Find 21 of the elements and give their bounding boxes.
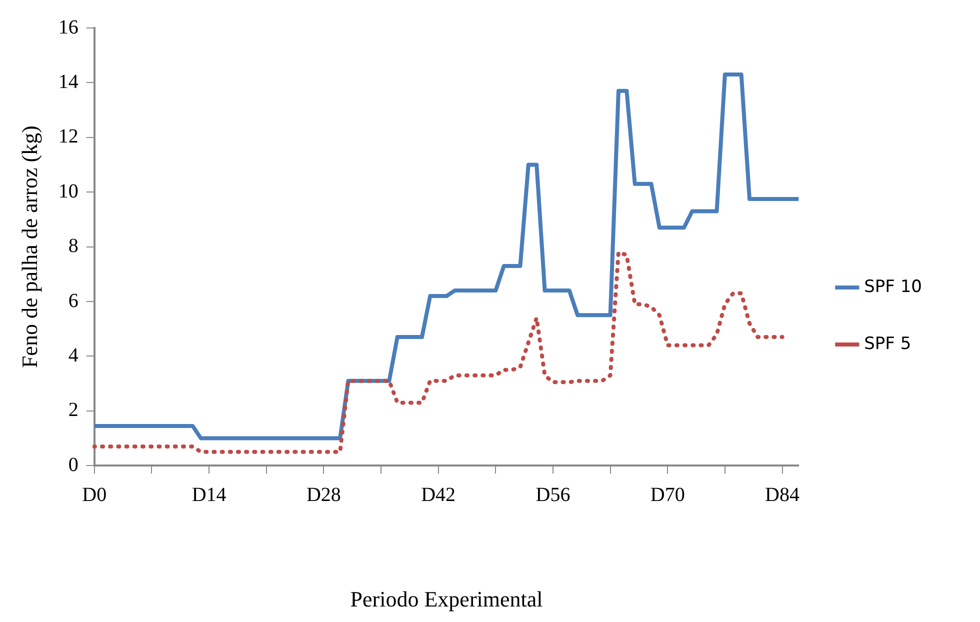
y-tick-label: 12	[58, 126, 78, 148]
legend-label: SPF 10	[864, 276, 922, 297]
y-tick-label: 8	[68, 235, 78, 258]
y-axis-title: Feno de palha de arroz (kg)	[16, 126, 42, 368]
y-tick-label: 16	[58, 16, 78, 38]
y-tick-label: 4	[68, 344, 78, 366]
x-axis-title: Periodo Experimental	[350, 586, 543, 612]
y-tick-label: 2	[68, 399, 78, 422]
x-tick-label: D42	[421, 484, 456, 506]
x-tick-label: D56	[536, 484, 570, 506]
y-tick-label: 0	[68, 454, 78, 476]
legend-label: SPF 5	[864, 334, 912, 354]
y-tick-label: 10	[58, 180, 78, 202]
x-tick-label: D70	[650, 484, 685, 506]
x-tick-label: D0	[82, 484, 107, 506]
x-tick-label: D84	[765, 484, 800, 506]
y-tick-label: 14	[58, 70, 78, 93]
x-tick-label: D14	[192, 484, 226, 506]
line-series	[92, 250, 784, 454]
y-tick-label: 6	[68, 290, 78, 312]
x-tick-label: D28	[306, 484, 341, 506]
